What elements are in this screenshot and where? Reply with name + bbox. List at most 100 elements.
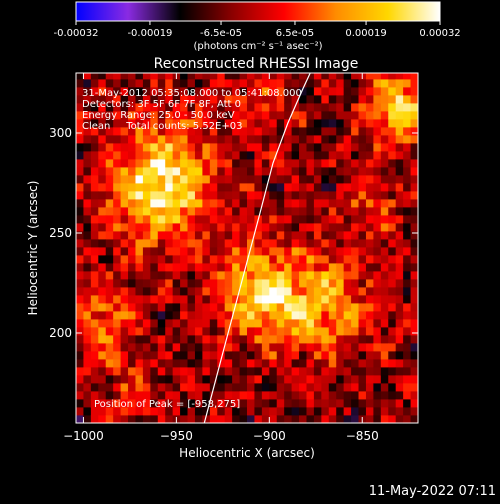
heatmap-cell [187,175,196,184]
heatmap-cell [321,415,330,423]
heatmap-cell [180,327,188,336]
heatmap-cell [247,215,255,224]
heatmap-cell [284,327,292,336]
heatmap-cell [157,79,166,88]
heatmap-cell [172,95,181,104]
heatmap-cell [217,351,226,360]
heatmap-cell [247,151,255,160]
heatmap-cell [172,383,181,392]
y-tick-label: 200 [49,326,72,340]
heatmap-cell [232,119,240,128]
heatmap-cell [261,311,270,320]
heatmap-cell [254,95,263,104]
heatmap-cell [157,183,166,192]
heatmap-cell [276,375,285,384]
heatmap-cell [105,231,114,240]
heatmap-cell [269,311,278,320]
heatmap-cell [202,287,211,296]
heatmap-cell [232,73,240,80]
heatmap-cell [76,119,84,128]
heatmap-cell [336,247,345,256]
heatmap-cell [224,311,233,320]
heatmap-cell [380,103,389,112]
heatmap-cell [90,319,99,328]
heatmap-cell [76,95,84,104]
heatmap-cell [194,399,203,408]
heatmap-cell [284,183,292,192]
heatmap-cell [150,407,159,416]
heatmap-cell [306,127,315,136]
heatmap-cell [395,215,404,224]
heatmap-cell [232,391,240,400]
heatmap-cell [194,255,203,264]
heatmap-cell [209,391,218,400]
heatmap-cell [239,391,248,400]
heatmap-cell [373,183,382,192]
heatmap-cell [172,239,181,248]
heatmap-cell [247,159,255,168]
heatmap-cell [157,367,166,376]
heatmap-cell [90,87,99,96]
heatmap-cell [291,295,300,304]
heatmap-cell [321,319,330,328]
heatmap-cell [120,143,129,152]
heatmap-cell [135,223,144,232]
heatmap-cell [90,143,99,152]
heatmap-cell [150,191,159,200]
heatmap-cell [358,215,367,224]
heatmap-cell [150,73,159,80]
heatmap-cell [380,367,389,376]
heatmap-cell [343,351,352,360]
heatmap-cell [105,119,114,128]
heatmap-cell [187,95,196,104]
heatmap-cell [113,335,121,344]
heatmap-cell [202,183,211,192]
heatmap-cell [98,303,107,312]
heatmap-cell [83,415,92,423]
heatmap-cell [247,127,255,136]
heatmap-cell [365,351,374,360]
heatmap-cell [76,191,84,200]
heatmap-cell [351,287,359,296]
heatmap-cell [157,191,166,200]
heatmap-cell [239,111,248,120]
heatmap-cell [358,95,367,104]
heatmap-cell [380,215,389,224]
heatmap-cell [180,375,188,384]
heatmap-cell [128,271,136,280]
heatmap-cell [321,375,330,384]
heatmap-cell [388,231,397,240]
heatmap-cell [187,287,196,296]
heatmap-cell [135,151,144,160]
heatmap-cell [358,167,367,176]
heatmap-cell [194,319,203,328]
heatmap-cell [299,223,307,232]
heatmap-cell [128,367,136,376]
heatmap-cell [128,391,136,400]
heatmap-cell [291,415,300,423]
heatmap-cell [180,95,188,104]
heatmap-cell [157,287,166,296]
heatmap-cell [254,79,263,88]
heatmap-cell [217,159,226,168]
heatmap-cell [209,215,218,224]
heatmap-cell [98,199,107,208]
heatmap-cell [128,111,136,120]
heatmap-cell [224,103,233,112]
heatmap-cell [358,143,367,152]
heatmap-cell [142,415,151,423]
heatmap-cell [187,343,196,352]
heatmap-cell [276,319,285,328]
heatmap-cell [120,391,129,400]
heatmap-cell [306,415,315,423]
heatmap-cell [224,335,233,344]
heatmap-cell [90,391,99,400]
heatmap-cell [128,287,136,296]
heatmap-cell [165,183,174,192]
heatmap-cell [217,87,226,96]
heatmap-cell [187,111,196,120]
heatmap-cell [90,231,99,240]
heatmap-cell [105,399,114,408]
heatmap-cell [76,303,84,312]
heatmap-cell [150,175,159,184]
